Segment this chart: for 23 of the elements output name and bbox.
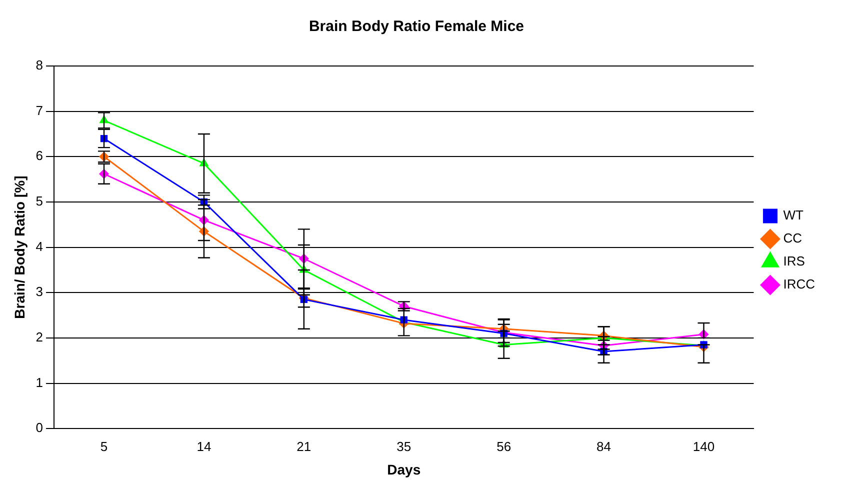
y-tick-label: 2 [36,330,44,345]
y-tick-label: 8 [36,58,44,73]
x-tick-label: 56 [496,438,512,454]
y-tick-label: 0 [36,420,44,436]
y-tick-label: 5 [36,194,44,209]
x-axis-title: Days [387,461,421,478]
legend-label: CC [783,230,802,246]
y-axis-title: Brain/ Body Ratio [%] [11,176,28,319]
y-tick-label: 4 [36,238,44,254]
x-tick-label: 14 [196,438,212,454]
y-tick-label: 3 [36,284,44,300]
legend-label: WT [783,208,804,223]
y-tick-label: 7 [36,102,44,118]
chart-title: Brain Body Ratio Female Mice [308,18,524,36]
y-tick-label: 6 [36,148,44,164]
y-tick-label: 1 [36,374,44,390]
x-tick-label: 140 [692,438,715,454]
x-tick-label: 84 [596,438,612,454]
x-tick-label: 21 [296,438,312,454]
legend-label: IRS [783,254,806,269]
legend-label: IRCC [783,276,816,292]
x-tick-label: 35 [396,438,412,454]
x-tick-label: 5 [100,438,108,454]
